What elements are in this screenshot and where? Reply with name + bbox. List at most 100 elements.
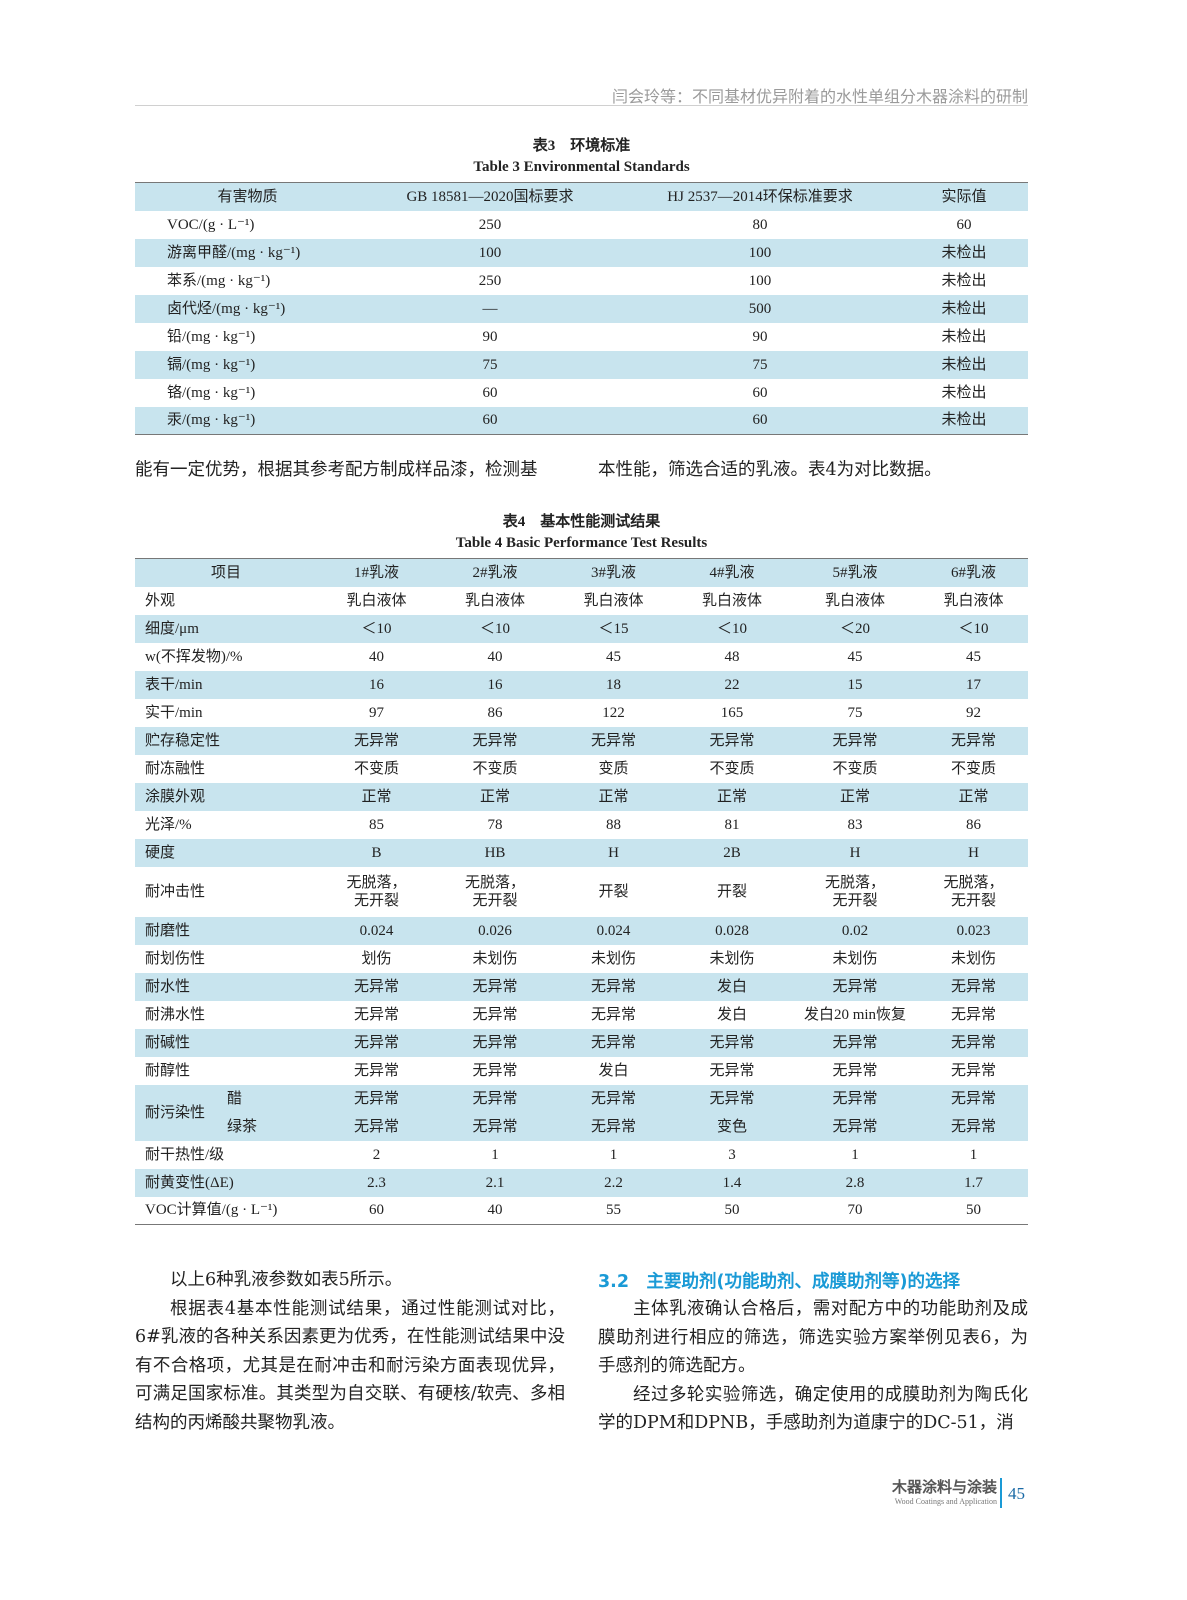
left-column-text: 以上6种乳液参数如表5所示。 根据表4基本性能测试结果，通过性能测试对比，6#乳… [135,1266,565,1438]
table-row: 耐碱性 无异常 无异常 无异常 无异常 无异常 无异常 [135,1028,1028,1057]
table-cell: 60 [482,412,498,429]
table-row: 苯系/(mg · kg⁻¹) 250 100 未检出 [135,267,1028,295]
table-cell: 未检出 [941,384,987,401]
table-cell: 未划伤 [950,950,996,967]
table-cell: — [482,300,498,317]
table-cell: 表干/min [145,676,203,693]
table-cell: 1 [969,1146,978,1163]
table-cell: 90 [482,328,498,345]
table-cell: 不变质 [472,760,518,777]
table-cell: 乳白液体 [701,592,762,609]
table-cell: 60 [752,384,768,401]
table-cell: 75 [482,356,498,373]
table-cell: 2.3 [367,1174,386,1191]
right-column-text: 主体乳液确认合格后，需对配方中的功能助剂及成膜助剂进行相应的筛选，筛选实验方案举… [598,1295,1028,1438]
table3-caption-en: Table 3 Environmental Standards [473,159,690,175]
table-cell: 无异常 [353,1006,399,1023]
table-cell: w(不挥发物)/% [145,648,243,665]
table-cell: 无异常 [950,732,996,749]
table-cell: 2B [723,844,741,861]
table-cell: 未检出 [941,412,987,429]
table-cell: 122 [602,704,625,721]
table-cell: 未检出 [941,244,987,261]
table-cell: 未检出 [941,272,987,289]
table-cell: 60 [482,384,498,401]
table-cell: 无异常 [950,1034,996,1051]
stain-sub-label: 醋 [227,1090,243,1107]
table-cell: 250 [478,216,502,233]
table-cell: 无异常 [590,1118,636,1135]
table-cell: B [371,844,382,861]
table-cell: 无异常 [353,732,399,749]
table-row: w(不挥发物)/% 40 40 45 48 45 45 [135,643,1028,671]
table-row: 耐黄变性(ΔE) 2.3 2.1 2.2 1.4 2.8 1.7 [135,1168,1028,1197]
table-cell: 正常 [716,788,747,805]
journal-name-en: Wood Coatings and Application [894,1497,997,1506]
table-cell: 变质 [598,760,629,777]
table-row: 耐沸水性 无异常 无异常 无异常 发白 发白20 min恢复 无异常 [135,1001,1028,1029]
table-cell: 不变质 [353,760,399,777]
table-cell: ＜10 [716,620,747,637]
table-cell: 铬/(mg · kg⁻¹) [167,384,256,401]
table-row: 铅/(mg · kg⁻¹) 90 90 未检出 [135,323,1028,351]
table-cell: 2.1 [485,1174,505,1191]
table-cell: 无脱落， 无开裂 [943,874,1004,909]
table-cell: 正常 [361,788,392,805]
table-cell: 无异常 [472,978,518,995]
table-cell: 未检出 [941,356,987,373]
table-row: VOC计算值/(g · L⁻¹) 60 40 55 50 70 50 [135,1197,1028,1225]
table-cell: HB [484,844,506,861]
table-cell: 40 [369,648,384,665]
table-cell: 无脱落， 无开裂 [824,874,885,909]
table-cell: 正常 [479,788,510,805]
table-cell: 45 [966,648,981,665]
table-cell: 无异常 [709,1034,755,1051]
table-cell: 0.02 [841,922,869,939]
table-cell: 无异常 [950,1062,996,1079]
table-row: 耐划伤性 划伤 未划伤 未划伤 未划伤 未划伤 未划伤 [135,945,1028,973]
table-cell: 无异常 [353,1118,399,1135]
table-cell: 外观 [145,592,176,609]
table-cell: 2.8 [845,1174,865,1191]
table-cell: 5#乳液 [832,564,878,581]
table-row: 镉/(mg · kg⁻¹) 75 75 未检出 [135,350,1028,379]
table-cell: 划伤 [361,950,392,967]
table-cell: 耐磨性 [145,922,191,939]
table-cell: 卤代烃/(mg · kg⁻¹) [167,300,286,317]
table-row: 汞/(mg · kg⁻¹) 60 60 未检出 [135,406,1028,435]
table-cell: 50 [966,1202,981,1219]
table-cell: 3 [728,1146,736,1163]
table-cell: 75 [752,356,768,373]
table-cell: 耐冻融性 [145,760,206,777]
table-cell: 苯系/(mg · kg⁻¹) [167,272,271,289]
table-cell: 无异常 [472,1062,518,1079]
table-cell: 16 [369,676,384,693]
table-cell: 硬度 [145,844,176,861]
table-cell: 3#乳液 [590,564,636,581]
table-cell: 无异常 [472,1034,518,1051]
table-cell: 1 [851,1146,859,1163]
table-cell: 45 [606,648,621,665]
table-cell: 78 [487,816,503,833]
table-cell: 0.026 [478,922,512,939]
table-cell: 乳白液体 [346,592,407,609]
table-cell: 未划伤 [590,950,636,967]
table-cell: 涂膜外观 [145,788,206,805]
table-cell: ＜20 [839,620,870,637]
table3-caption-cn: 表3 环境标准 [532,138,631,154]
table-row: 硬度 B HB H 2B H H [135,838,1028,867]
table-cell: 未检出 [941,300,987,317]
table-cell: 16 [487,676,503,693]
table-cell: 不变质 [832,760,878,777]
mid-text-right: 本性能，筛选合适的乳液。表4为对比数据。 [598,460,942,480]
table-cell: 正常 [839,788,870,805]
table-row: 耐冻融性 不变质 不变质 变质 不变质 不变质 不变质 [135,755,1028,783]
section-heading-3-2: 3.2 主要助剂(功能助剂、成膜助剂等)的选择 [598,1272,960,1292]
table-header-row: 项目 1#乳液 2#乳液 3#乳液 4#乳液 5#乳液 6#乳液 [135,558,1028,587]
table-row: 耐冲击性 无脱落， 无开裂 无脱落， 无开裂 开裂 开裂 无脱落， 无开裂 无脱落， 无开裂 [135,867,1028,917]
running-title: 闫会玲等：不同基材优异附着的水性单组分木器涂料的研制 [611,87,1028,106]
table-row: 外观 乳白液体 乳白液体 乳白液体 乳白液体 乳白液体 乳白液体 [135,587,1028,615]
table-cell: 2 [372,1146,381,1163]
table-cell: 无异常 [709,732,755,749]
table-cell: 55 [606,1202,621,1219]
